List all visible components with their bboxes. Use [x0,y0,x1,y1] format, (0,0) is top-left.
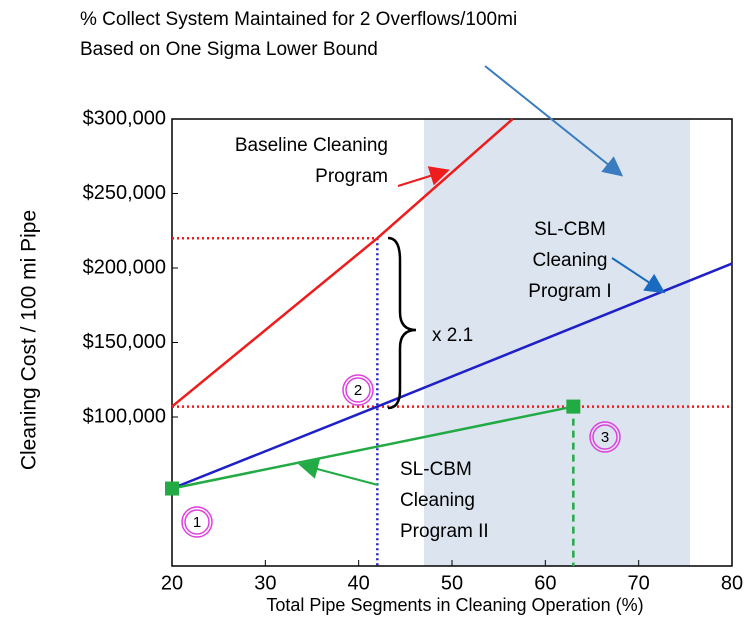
series-label: Cleaning [533,250,608,271]
x-tick-label: 50 [441,572,463,594]
point-marker [165,481,179,496]
x-tick-label: 80 [721,572,743,594]
circled-label: 1 [193,514,201,531]
point-marker [566,399,581,414]
title-line: Based on One Sigma Lower Bound [80,39,378,60]
series-label: Program II [400,521,489,542]
circled-number: 1 [181,506,213,538]
circled-number: 3 [589,421,621,453]
y-tick-label: $200,000 [83,256,166,278]
y-axis-title: Cleaning Cost / 100 mi Pipe [18,210,41,470]
x-tick-label: 20 [161,572,183,594]
x-tick-label: 70 [628,572,650,594]
series-label: Program I [528,281,611,302]
series-line [171,262,733,490]
x-tick-label: 40 [348,572,370,594]
series-label: Cleaning [400,490,475,511]
arrow [611,257,666,294]
shaded-region [424,119,690,566]
series-label: Baseline Cleaning [235,135,388,156]
series-line [171,118,514,408]
series-label: SL-CBM [534,219,606,240]
arrow [397,166,450,187]
y-tick-label: $300,000 [83,107,166,129]
circled-number: 2 [342,374,374,406]
y-tick-label: $250,000 [83,182,166,204]
series-label: SL-CBM [400,459,472,480]
series-line [171,405,574,490]
title-line: % Collect System Maintained for 2 Overfl… [80,9,517,30]
circled-label: 2 [354,382,362,399]
x-axis-title: Total Pipe Segments in Cleaning Operatio… [266,595,643,615]
y-tick-label: $100,000 [83,405,166,427]
arrow [484,65,624,177]
brace [387,236,417,410]
circled-label: 3 [601,429,609,446]
ratio-label: x 2.1 [432,325,473,346]
arrow [298,459,379,486]
x-tick-label: 30 [254,572,276,594]
x-tick-label: 60 [534,572,556,594]
series-label: Program [315,166,388,187]
y-tick-label: $150,000 [83,331,166,353]
